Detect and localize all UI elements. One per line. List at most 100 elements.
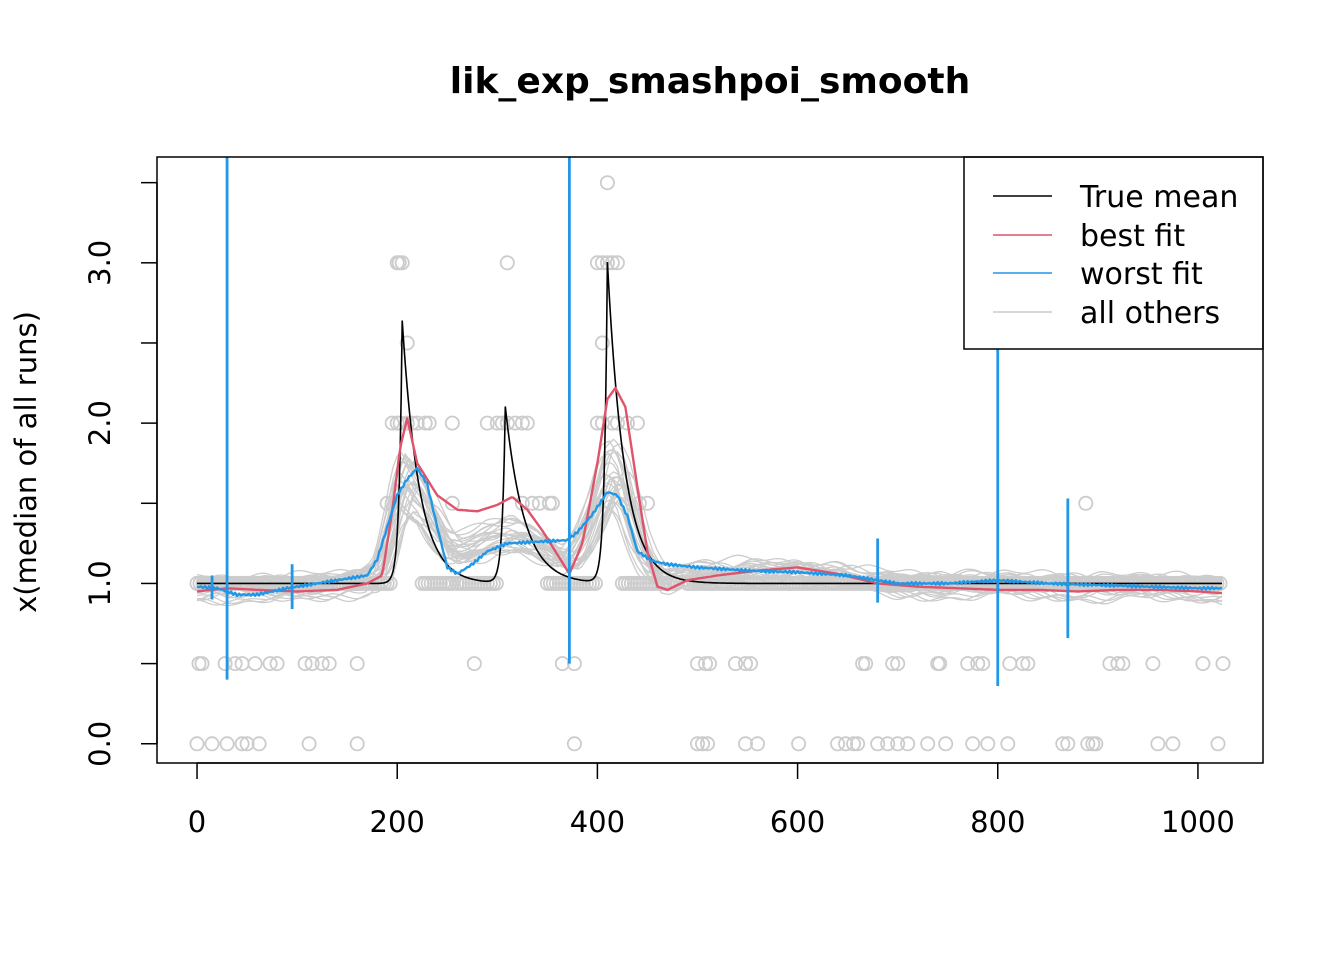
observation-point bbox=[599, 175, 615, 191]
legend-label-all-others: all others bbox=[1080, 296, 1220, 331]
observation-point bbox=[297, 656, 313, 672]
observation-point bbox=[394, 255, 410, 271]
observation-point bbox=[444, 415, 460, 431]
legend-label-best-fit: best fit bbox=[1080, 219, 1185, 254]
observation-point bbox=[514, 415, 530, 431]
observation-point bbox=[1210, 736, 1226, 752]
observation-point bbox=[499, 255, 515, 271]
observation-point bbox=[204, 736, 220, 752]
x-tick-label: 1000 bbox=[1161, 805, 1235, 839]
observation-point bbox=[1145, 656, 1161, 672]
other-run-line bbox=[196, 460, 1223, 603]
legend-label-true-mean: True mean bbox=[1079, 180, 1238, 215]
best-fit-group bbox=[196, 386, 1223, 595]
observation-point bbox=[417, 415, 433, 431]
observation-point bbox=[970, 656, 986, 672]
observation-point bbox=[262, 656, 278, 672]
observation-point bbox=[321, 656, 337, 672]
observation-point bbox=[251, 736, 267, 752]
observation-point bbox=[700, 736, 716, 752]
observation-point bbox=[885, 656, 901, 672]
observation-point bbox=[850, 736, 866, 752]
y-tick-label: 0.0 bbox=[83, 721, 117, 767]
observation-point bbox=[900, 736, 916, 752]
observation-point bbox=[269, 656, 285, 672]
observation-point bbox=[234, 736, 250, 752]
y-tick-label: 1.0 bbox=[83, 560, 117, 606]
observation-point bbox=[1055, 736, 1071, 752]
observation-point bbox=[304, 656, 320, 672]
observation-point bbox=[466, 656, 482, 672]
observation-point bbox=[544, 495, 560, 511]
observation-point bbox=[698, 656, 714, 672]
best-fit-line bbox=[196, 386, 1223, 595]
observation-point bbox=[838, 736, 854, 752]
observation-point bbox=[690, 656, 706, 672]
observation-point bbox=[194, 656, 210, 672]
observation-point bbox=[1115, 656, 1131, 672]
observation-point bbox=[980, 736, 996, 752]
observation-point bbox=[1080, 736, 1096, 752]
other-run-line bbox=[196, 440, 1223, 587]
observation-point bbox=[239, 736, 255, 752]
observation-point bbox=[890, 656, 906, 672]
x-tick-label: 600 bbox=[770, 805, 825, 839]
observation-point bbox=[1088, 736, 1104, 752]
observation-point bbox=[609, 255, 625, 271]
observation-point bbox=[690, 736, 706, 752]
legend: True mean best fit worst fit all others bbox=[963, 156, 1264, 350]
observation-point bbox=[738, 736, 754, 752]
observation-point bbox=[702, 656, 718, 672]
observation-point bbox=[609, 415, 625, 431]
x-tick-label: 200 bbox=[370, 805, 425, 839]
observation-point bbox=[566, 736, 582, 752]
worst-fit-group bbox=[196, 157, 1223, 687]
legend-box bbox=[963, 156, 1264, 350]
observation-point bbox=[1078, 495, 1094, 511]
observation-point bbox=[960, 656, 976, 672]
observation-point bbox=[399, 335, 415, 351]
observation-point bbox=[728, 656, 744, 672]
observation-point bbox=[217, 656, 233, 672]
observation-point bbox=[594, 335, 610, 351]
observation-point bbox=[880, 736, 896, 752]
observation-point bbox=[189, 736, 205, 752]
observation-point bbox=[519, 415, 535, 431]
observation-point bbox=[314, 656, 330, 672]
observation-point bbox=[524, 495, 540, 511]
observation-point bbox=[629, 415, 645, 431]
observation-point bbox=[444, 495, 460, 511]
observation-point bbox=[1020, 656, 1036, 672]
observation-point bbox=[1110, 656, 1126, 672]
observation-point bbox=[488, 575, 504, 591]
observation-point bbox=[890, 736, 906, 752]
observation-point bbox=[219, 736, 235, 752]
observation-point bbox=[421, 415, 437, 431]
observation-point bbox=[247, 656, 263, 672]
y-axis-label: x(median of all runs) bbox=[9, 311, 43, 613]
observation-point bbox=[750, 736, 766, 752]
observation-point bbox=[932, 656, 948, 672]
observation-point bbox=[846, 736, 862, 752]
observation-point bbox=[479, 415, 495, 431]
y-axis: 0.0 1.0 2.0 3.0 bbox=[83, 181, 158, 767]
observation-point bbox=[594, 255, 610, 271]
worst-fit-line bbox=[196, 467, 1223, 598]
observation-point bbox=[1195, 656, 1211, 672]
observation-point bbox=[1015, 656, 1031, 672]
observation-point bbox=[384, 415, 400, 431]
observation-point bbox=[938, 736, 954, 752]
observation-point bbox=[738, 656, 754, 672]
y-tick-label: 3.0 bbox=[83, 240, 117, 286]
observation-point bbox=[1165, 736, 1181, 752]
observation-point bbox=[566, 656, 582, 672]
y-tick-label: 2.0 bbox=[83, 400, 117, 446]
observation-point bbox=[1215, 656, 1231, 672]
observation-point bbox=[1150, 736, 1166, 752]
observation-point bbox=[870, 736, 886, 752]
observation-point bbox=[695, 736, 711, 752]
x-tick-label: 800 bbox=[970, 805, 1025, 839]
observation-point bbox=[965, 736, 981, 752]
observation-point bbox=[301, 736, 317, 752]
